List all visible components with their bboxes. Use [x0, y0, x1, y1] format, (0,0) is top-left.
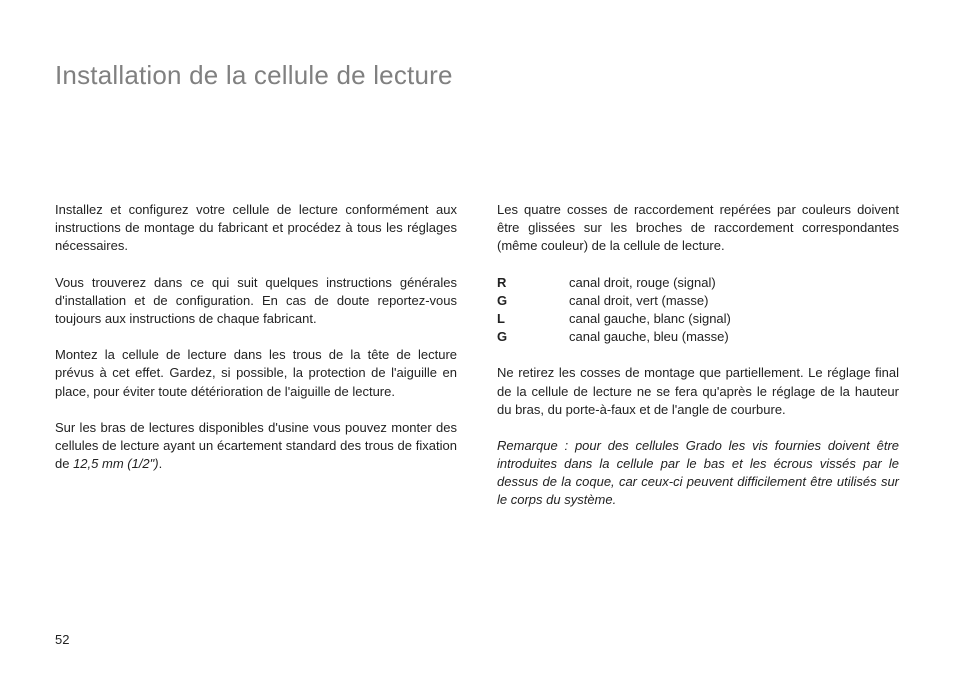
legend-key: G: [497, 328, 569, 346]
left-p4-c: .: [159, 456, 163, 471]
page-number: 52: [55, 632, 69, 647]
pin-legend: R canal droit, rouge (signal) G canal dr…: [497, 274, 899, 347]
page-title: Installation de la cellule de lecture: [55, 60, 899, 91]
left-p1: Installez et configurez votre cellule de…: [55, 201, 457, 256]
right-note: Remarque : pour des cellules Grado les v…: [497, 437, 899, 510]
legend-val: canal gauche, bleu (masse): [569, 328, 899, 346]
right-column: Les quatre cosses de raccordement repéré…: [497, 201, 899, 510]
left-column: Installez et configurez votre cellule de…: [55, 201, 457, 510]
legend-val: canal gauche, blanc (signal): [569, 310, 899, 328]
left-p3: Montez la cellule de lecture dans les tr…: [55, 346, 457, 401]
legend-row: G canal droit, vert (masse): [497, 292, 899, 310]
right-p1: Les quatre cosses de raccordement repéré…: [497, 201, 899, 256]
legend-row: R canal droit, rouge (signal): [497, 274, 899, 292]
legend-row: G canal gauche, bleu (masse): [497, 328, 899, 346]
legend-key: L: [497, 310, 569, 328]
document-page: Installation de la cellule de lecture In…: [0, 0, 954, 673]
left-p4: Sur les bras de lectures disponibles d'u…: [55, 419, 457, 474]
left-p4-b: 12,5 mm (1/2"): [73, 456, 159, 471]
right-p2: Ne retirez les cosses de montage que par…: [497, 364, 899, 419]
legend-key: R: [497, 274, 569, 292]
legend-val: canal droit, rouge (signal): [569, 274, 899, 292]
legend-key: G: [497, 292, 569, 310]
left-p2: Vous trouverez dans ce qui suit quelques…: [55, 274, 457, 329]
legend-val: canal droit, vert (masse): [569, 292, 899, 310]
content-columns: Installez et configurez votre cellule de…: [55, 201, 899, 510]
legend-row: L canal gauche, blanc (signal): [497, 310, 899, 328]
